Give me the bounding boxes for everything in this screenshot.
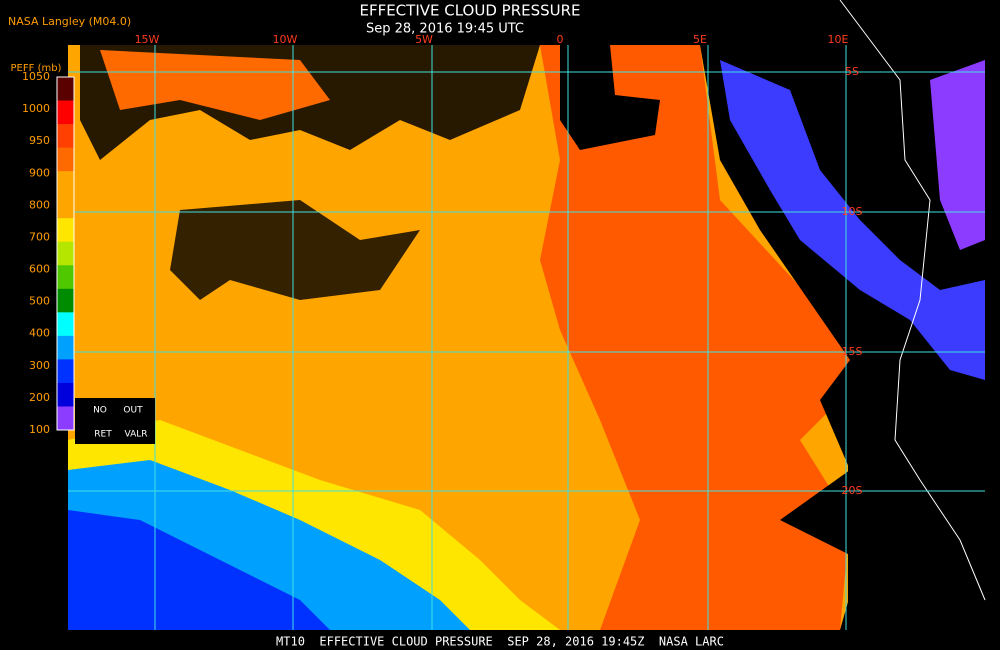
colorbar-segment bbox=[57, 218, 74, 243]
longitude-label: 10W bbox=[273, 33, 298, 46]
latitude-label: 10S bbox=[842, 205, 863, 218]
datetime: Sep 28, 2016 19:45 UTC bbox=[366, 22, 524, 37]
latitude-label: 15S bbox=[842, 345, 863, 358]
colorbar-label: 100 bbox=[29, 423, 50, 436]
colorbar-segment bbox=[57, 147, 74, 172]
latitude-label: 20S bbox=[842, 484, 863, 497]
longitude-label: 0 bbox=[557, 33, 564, 46]
colorbar-segment bbox=[57, 77, 74, 102]
flag-label: VALR bbox=[124, 430, 147, 440]
colorbar-label: 700 bbox=[29, 230, 50, 243]
imagery bbox=[68, 0, 986, 630]
longitude-label: 5E bbox=[693, 33, 707, 46]
clear-sky bbox=[560, 45, 660, 150]
longitude-label: 15W bbox=[135, 33, 160, 46]
high-cloud bbox=[930, 60, 985, 250]
graticule bbox=[68, 45, 985, 630]
footer: MT10 EFFECTIVE CLOUD PRESSURE SEP 28, 20… bbox=[276, 635, 724, 649]
longitude-label: 5W bbox=[415, 33, 433, 46]
colorbar-segment bbox=[57, 312, 74, 337]
colorbar-label: 900 bbox=[29, 166, 50, 179]
colorbar-segment bbox=[57, 100, 74, 125]
colorbar-label: 1050 bbox=[22, 70, 50, 83]
cloud-field-low bbox=[100, 50, 330, 120]
colorbar-segment bbox=[57, 406, 74, 431]
colorbar-segment bbox=[57, 265, 74, 290]
colorbar-frame bbox=[56, 76, 75, 431]
colorbar-segment bbox=[57, 335, 74, 360]
colorbar-segment bbox=[57, 171, 74, 196]
colorbar-label: 300 bbox=[29, 359, 50, 372]
cloud-field-low bbox=[540, 45, 860, 630]
colorbar-label: 200 bbox=[29, 391, 50, 404]
latitude-label: 5S bbox=[845, 65, 859, 78]
colorbar-segment bbox=[57, 241, 74, 266]
colorbar-segment bbox=[57, 382, 74, 407]
coastline bbox=[839, 0, 986, 601]
flag-label: NO bbox=[93, 406, 107, 416]
high-cloud bbox=[68, 510, 330, 630]
colorbar-label: 800 bbox=[29, 198, 50, 211]
colorbar-label: 1000 bbox=[22, 102, 50, 115]
colorbar-segment bbox=[57, 359, 74, 384]
colorbar-label: 950 bbox=[29, 134, 50, 147]
colorbar-label: 600 bbox=[29, 263, 50, 276]
colorbar-label: 400 bbox=[29, 327, 50, 340]
colorbar: 1050 1000 950 900 800 700 600 500 400 300 200 100 bbox=[22, 70, 75, 436]
colorbar-label: 500 bbox=[29, 295, 50, 308]
colorbar-title: PEFF (mb) bbox=[11, 63, 62, 74]
colorbar-segment bbox=[57, 288, 74, 313]
high-cloud bbox=[720, 60, 985, 380]
title: EFFECTIVE CLOUD PRESSURE bbox=[359, 2, 580, 20]
flag-box bbox=[75, 398, 155, 444]
source-label: NASA Langley (M04.0) bbox=[8, 15, 131, 28]
longitude-label: 10E bbox=[828, 33, 849, 46]
clear-sky bbox=[170, 200, 420, 300]
flag-label: OUT bbox=[123, 406, 143, 416]
colorbar-segment bbox=[57, 124, 74, 149]
flag-label: RET bbox=[94, 430, 112, 440]
colorbar-segment bbox=[57, 194, 74, 219]
